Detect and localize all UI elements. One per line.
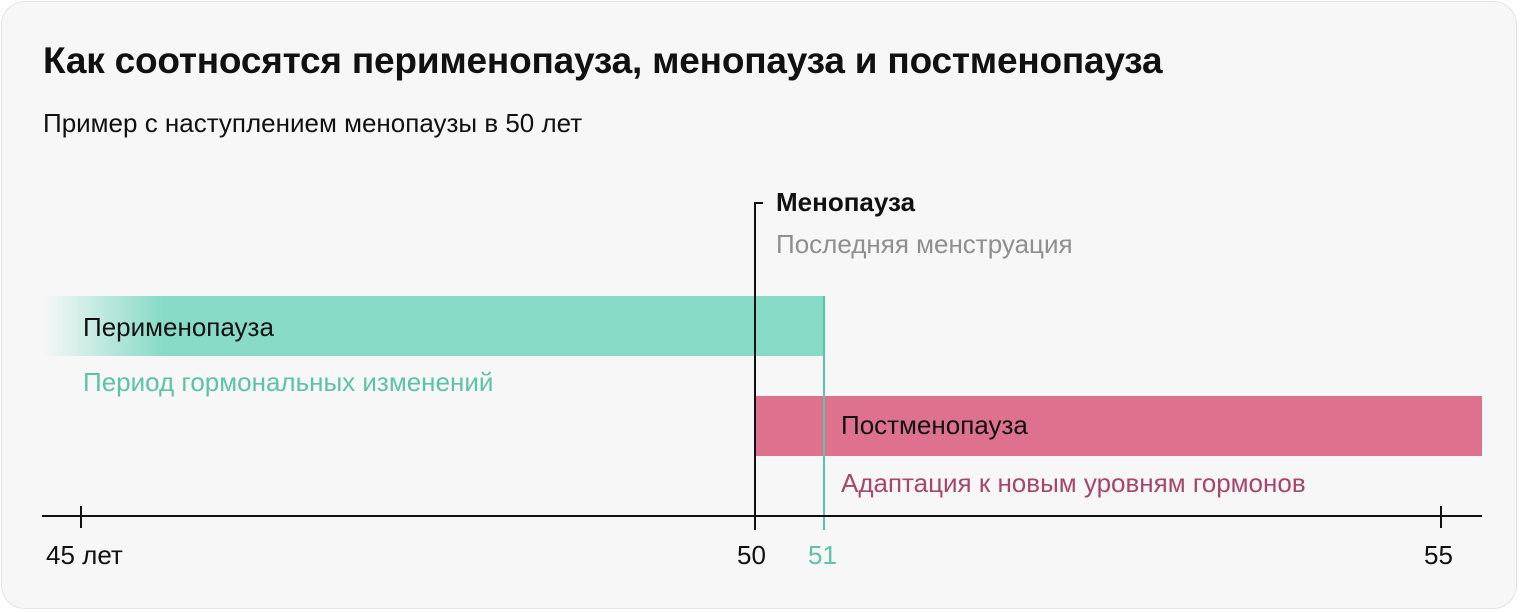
axis-label-45: 45 лет	[46, 540, 123, 570]
axis-label-51: 51	[808, 540, 837, 570]
menopause-marker-tick	[755, 202, 763, 204]
page-subtitle: Пример с наступлением менопаузы в 50 лет	[43, 108, 583, 138]
axis-label-55: 55	[1424, 540, 1453, 570]
menopause-label: Менопауза	[776, 187, 916, 217]
axis-tick-55	[1440, 506, 1442, 528]
age-51-marker-line	[823, 296, 825, 530]
postmenopause-description: Адаптация к новым уровням гормонов	[841, 468, 1306, 498]
perimenopause-label: Перименопауза	[83, 312, 274, 342]
perimenopause-description: Период гормональных изменений	[83, 367, 494, 397]
menopause-description: Последняя менструация	[776, 229, 1073, 259]
menopause-marker-line	[754, 202, 756, 530]
postmenopause-label: Постменопауза	[841, 410, 1028, 440]
axis-label-50: 50	[737, 540, 766, 570]
page-title: Как соотносятся перименопауза, менопауза…	[43, 40, 1163, 81]
postmenopause-bar	[756, 396, 1482, 456]
perimenopause-bar	[43, 296, 824, 356]
timeline-axis	[42, 515, 1482, 517]
axis-tick-45	[80, 506, 82, 528]
